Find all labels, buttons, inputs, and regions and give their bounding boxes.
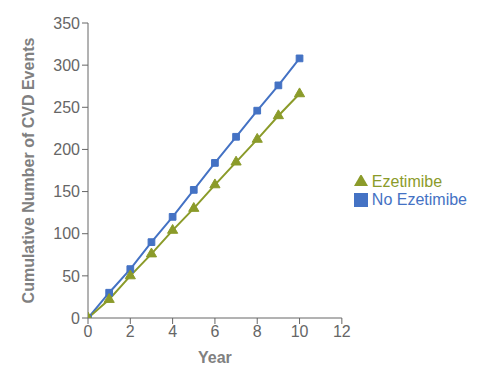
svg-text:Cumulative Number of CVD Event: Cumulative Number of CVD Events: [20, 37, 37, 303]
svg-text:250: 250: [53, 99, 80, 116]
svg-text:2: 2: [126, 323, 135, 340]
svg-text:50: 50: [62, 268, 80, 285]
svg-text:300: 300: [53, 57, 80, 74]
svg-text:100: 100: [53, 225, 80, 242]
svg-text:12: 12: [333, 323, 351, 340]
svg-text:4: 4: [168, 323, 177, 340]
svg-text:200: 200: [53, 141, 80, 158]
svg-text:350: 350: [53, 15, 80, 32]
svg-text:150: 150: [53, 183, 80, 200]
svg-text:0: 0: [71, 310, 80, 327]
svg-text:6: 6: [210, 323, 219, 340]
html-text:No Ezetimibe: No Ezetimibe: [371, 190, 467, 208]
svg-text:8: 8: [253, 323, 262, 340]
svg-text:0: 0: [84, 323, 93, 340]
html-text:Ezetimibe: Ezetimibe: [371, 172, 443, 190]
svg-text:Year: Year: [198, 349, 232, 366]
svg-text:10: 10: [291, 323, 309, 340]
